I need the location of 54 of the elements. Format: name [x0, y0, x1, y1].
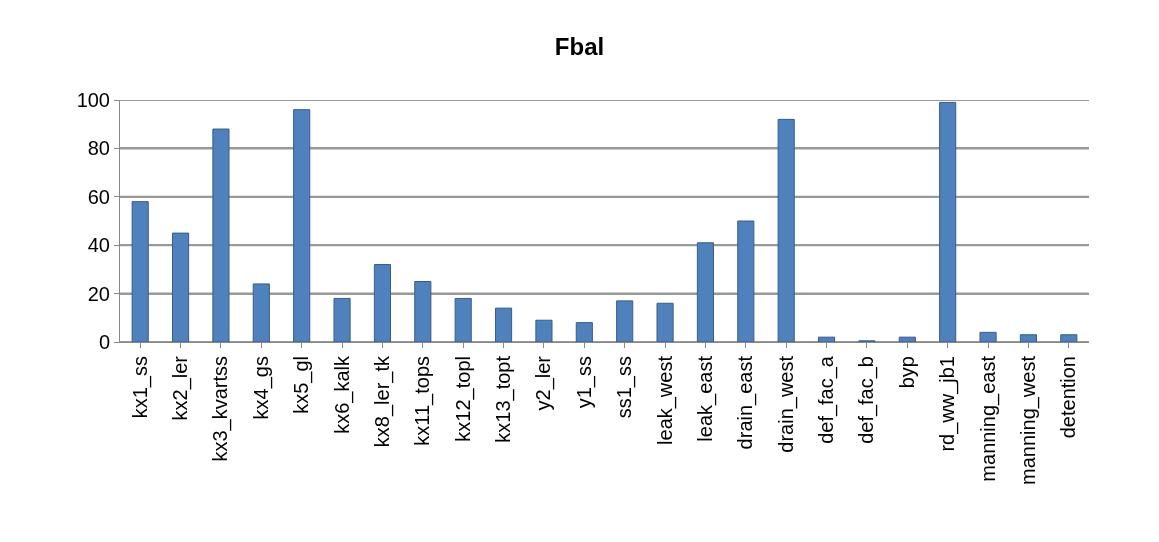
- x-tick-label: kx11_tops: [411, 356, 435, 446]
- bar: [454, 297, 472, 342]
- bar: [817, 336, 836, 342]
- x-tick-label: leak_east: [693, 355, 717, 442]
- bar: [494, 307, 513, 342]
- x-tick-label: ss1_ss: [613, 356, 637, 419]
- x-tick-label: kx13_topt: [492, 355, 516, 443]
- bar: [293, 109, 311, 342]
- x-tick-label: kx8_ler_tk: [370, 355, 394, 448]
- y-tick-label: 100: [76, 89, 110, 111]
- x-tick-label: manning_east: [976, 355, 1000, 482]
- bar: [252, 283, 270, 342]
- bar: [131, 201, 149, 342]
- bar: [535, 319, 553, 342]
- bar: [171, 232, 190, 342]
- bar: [1019, 334, 1038, 342]
- x-tick-label: kx12_topl: [451, 356, 475, 442]
- y-tick-label: 80: [87, 137, 110, 160]
- bar: [212, 128, 230, 342]
- bar: [696, 242, 715, 342]
- y-tick-label: 40: [87, 234, 110, 257]
- x-tick-label: def_fac_a: [815, 355, 839, 444]
- bar: [656, 302, 674, 342]
- x-tick-label: kx6_kalk: [330, 355, 354, 434]
- x-tick-label: leak_west: [653, 355, 677, 445]
- y-tick-label: 60: [87, 185, 110, 208]
- x-tick-label: def_fac_b: [855, 356, 879, 444]
- bar: [373, 264, 392, 342]
- bar: [1060, 334, 1078, 342]
- x-tick-label: y2_ler: [532, 355, 556, 411]
- x-tick-label: drain_west: [774, 355, 798, 453]
- bar: [898, 336, 916, 342]
- bar: [616, 300, 634, 342]
- x-tick-label: kx4_gs: [249, 356, 273, 420]
- x-tick-label: kx2_ler: [169, 355, 193, 421]
- x-tick-label: y1_ss: [572, 356, 596, 409]
- y-tick-label: 0: [98, 331, 110, 353]
- x-tick-label: drain_east: [734, 355, 758, 450]
- x-tick-label: detention: [1057, 356, 1080, 439]
- x-tick-label: kx5_gl: [290, 356, 314, 414]
- x-tick-label: byp: [895, 356, 918, 389]
- x-tick-label: manning_west: [1016, 355, 1040, 485]
- chart-title: Fbal: [554, 32, 605, 60]
- x-tick-label: rd_ww_jb1: [936, 356, 960, 452]
- bar: [333, 297, 351, 342]
- bar: [737, 220, 755, 342]
- bar: [414, 281, 432, 342]
- bar: [575, 322, 593, 342]
- bar: [939, 101, 957, 342]
- x-tick-label: kx1_ss: [128, 356, 152, 419]
- x-tick-label: kx3_kvartss: [209, 356, 233, 462]
- bar: [777, 118, 795, 342]
- bar: [979, 331, 997, 342]
- y-tick-label: 20: [87, 282, 110, 305]
